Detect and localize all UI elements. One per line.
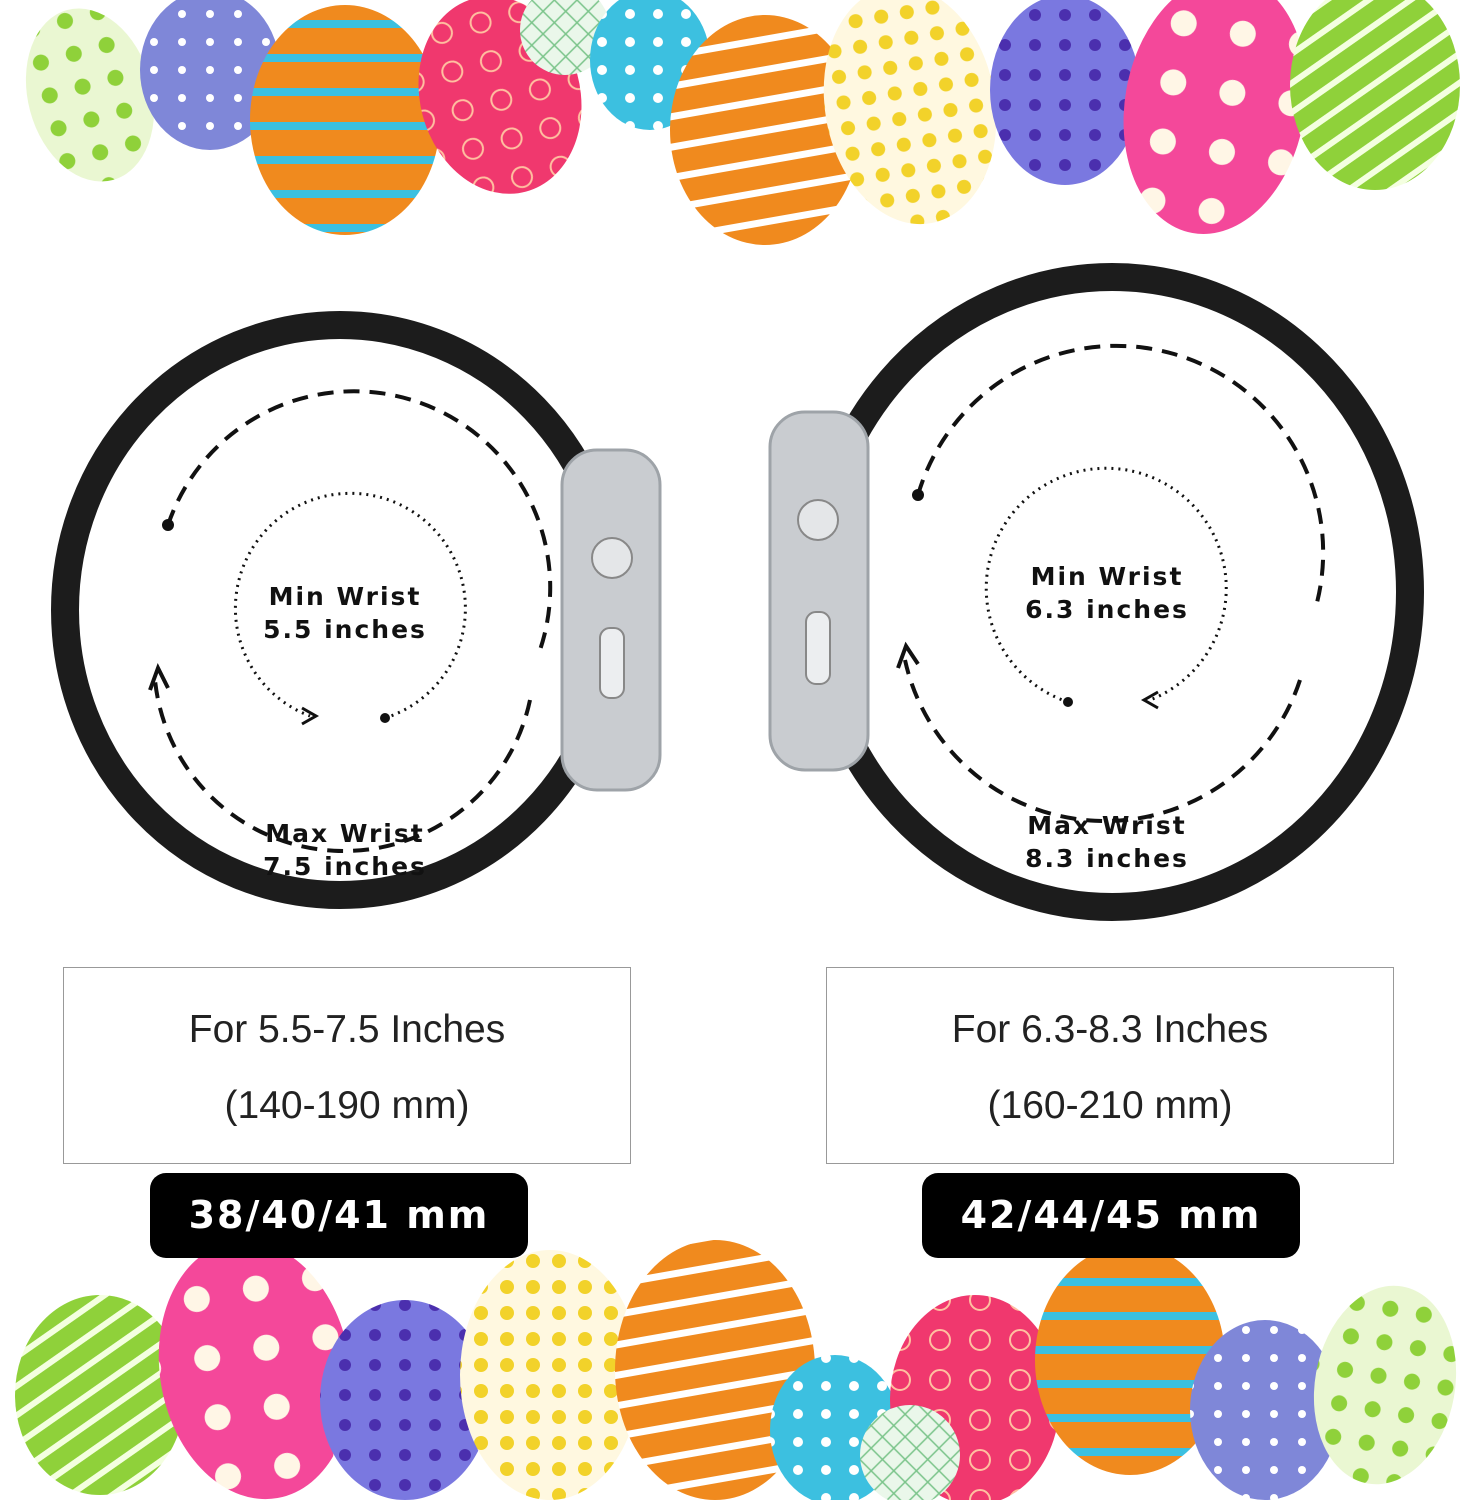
arrow-icon bbox=[148, 662, 170, 691]
egg bbox=[1190, 1320, 1340, 1500]
egg bbox=[615, 1240, 815, 1500]
egg bbox=[15, 1295, 185, 1495]
egg bbox=[990, 0, 1140, 185]
size-range-inches: For 5.5-7.5 Inches bbox=[188, 1008, 506, 1051]
top-egg-border bbox=[25, 0, 1460, 245]
egg bbox=[320, 1300, 490, 1500]
egg bbox=[1035, 1245, 1225, 1475]
max-wrist-value: 7.5 inches bbox=[263, 852, 427, 881]
watch-case bbox=[768, 410, 870, 772]
min-wrist-value: 5.5 inches bbox=[263, 615, 427, 644]
egg bbox=[823, 0, 997, 225]
large-band-size-box: For 6.3-8.3 Inches (160-210 mm) bbox=[826, 967, 1394, 1164]
egg bbox=[860, 1405, 960, 1500]
egg bbox=[158, 1240, 352, 1500]
max-wrist-arc bbox=[903, 343, 1326, 823]
arrow-icon bbox=[1140, 690, 1159, 710]
max-wrist-label: Max Wrist bbox=[1027, 811, 1186, 840]
arrow-icon bbox=[301, 706, 320, 726]
max-wrist-label: Max Wrist bbox=[265, 819, 424, 848]
egg bbox=[670, 15, 860, 245]
egg bbox=[1313, 1285, 1457, 1485]
egg bbox=[250, 5, 440, 235]
large-case-size-badge: 42/44/45 mm bbox=[922, 1173, 1300, 1258]
watch-case bbox=[560, 448, 662, 792]
min-wrist-label: Min Wrist bbox=[269, 582, 422, 611]
digital-crown bbox=[591, 537, 633, 579]
egg bbox=[25, 8, 155, 182]
size-range-mm: (160-210 mm) bbox=[987, 1084, 1233, 1127]
egg bbox=[1290, 0, 1460, 190]
size-range-inches: For 6.3-8.3 Inches bbox=[951, 1008, 1269, 1051]
small-case-size-badge: 38/40/41 mm bbox=[150, 1173, 528, 1258]
digital-crown bbox=[797, 499, 839, 541]
arc-end-dot bbox=[162, 519, 174, 531]
arc-end-dot bbox=[380, 713, 390, 723]
arc-end-dot bbox=[1063, 697, 1073, 707]
arrow-icon bbox=[896, 641, 920, 669]
side-button bbox=[805, 611, 831, 685]
bottom-egg-border bbox=[15, 1240, 1457, 1500]
min-wrist-arc bbox=[984, 466, 1228, 704]
egg bbox=[520, 0, 610, 75]
large-band-illustration: Min Wrist 6.3 inches Max Wrist 8.3 inche… bbox=[768, 263, 1424, 921]
small-band-illustration: Min Wrist 5.5 inches Max Wrist 7.5 inche… bbox=[51, 311, 662, 909]
egg bbox=[140, 0, 280, 150]
max-wrist-arc bbox=[153, 389, 553, 853]
small-band-size-box: For 5.5-7.5 Inches (140-190 mm) bbox=[63, 967, 631, 1164]
min-wrist-value: 6.3 inches bbox=[1025, 595, 1189, 624]
size-range-mm: (140-190 mm) bbox=[224, 1084, 470, 1127]
min-wrist-arc bbox=[233, 491, 467, 720]
egg bbox=[1123, 0, 1307, 234]
arc-end-dot bbox=[912, 489, 924, 501]
min-wrist-label: Min Wrist bbox=[1031, 562, 1184, 591]
egg bbox=[460, 1250, 640, 1500]
max-wrist-value: 8.3 inches bbox=[1025, 844, 1189, 873]
side-button bbox=[599, 627, 625, 699]
